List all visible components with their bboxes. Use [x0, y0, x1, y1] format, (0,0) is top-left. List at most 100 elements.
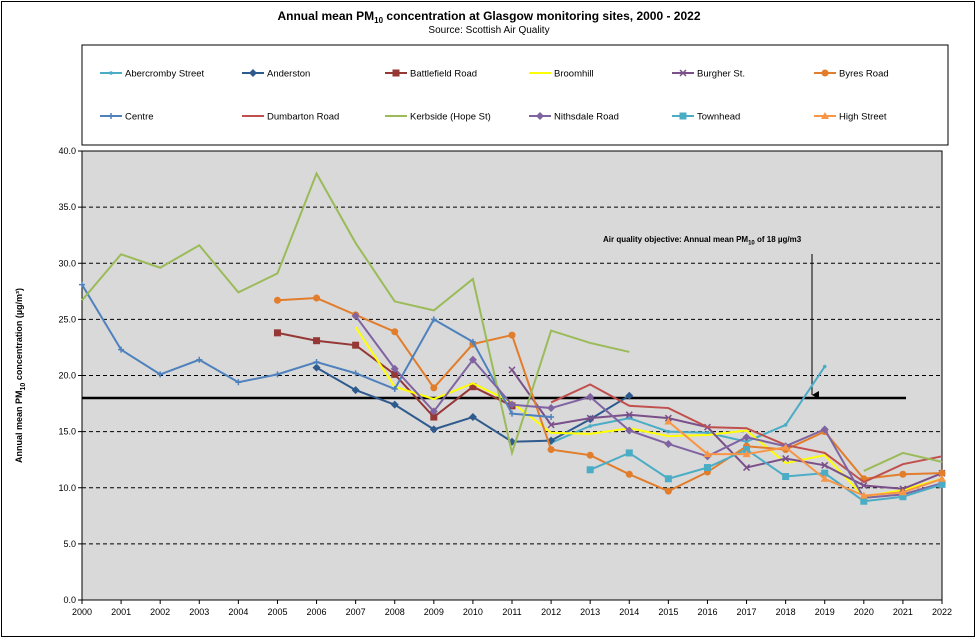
data-point [157, 371, 164, 378]
x-tick-label: 2012 [541, 607, 561, 617]
data-point [313, 337, 321, 345]
series-abercromby-street [549, 364, 827, 445]
x-tick-label: 2019 [815, 607, 835, 617]
data-point [391, 328, 399, 336]
series-line [863, 451, 943, 472]
legend-item: High Street [814, 112, 887, 123]
data-point [860, 497, 868, 505]
legend: Abercromby Street Anderston Battlefield Ro… [100, 69, 889, 123]
x-tick-label: 2009 [424, 607, 444, 617]
data-point [429, 407, 438, 416]
objective-annotation: Air quality objective: Annual mean PM10 … [603, 235, 802, 247]
x-tick-label: 2022 [932, 607, 952, 617]
legend-item: Townhead [672, 112, 740, 123]
data-point [586, 451, 594, 459]
series-line [81, 171, 630, 457]
y-tick-label: 10.0 [58, 483, 76, 493]
x-tick-label: 2016 [697, 607, 717, 617]
data-point [235, 379, 242, 386]
data-point [391, 370, 399, 378]
series-line [667, 420, 943, 497]
legend-box [81, 44, 949, 146]
data-point [627, 416, 632, 420]
data-point [468, 355, 477, 364]
y-tick-label: 30.0 [58, 258, 76, 268]
data-point [703, 450, 712, 458]
x-tick-label: 2004 [228, 607, 248, 617]
x-tick-label: 2003 [189, 607, 209, 617]
data-point [508, 366, 516, 374]
y-axis: 0.0 5.0 10.0 15.0 20.0 25.0 30.0 35.0 40.0 [58, 146, 82, 605]
x-tick-label: 2008 [385, 607, 405, 617]
series-line [589, 448, 943, 503]
data-point [468, 413, 477, 422]
data-point [430, 413, 438, 421]
series-centre [79, 281, 555, 421]
data-point [859, 491, 868, 499]
data-point [249, 69, 257, 77]
series-kerbside-hope-st [81, 171, 943, 472]
data-point [625, 449, 633, 457]
legend-label: Battlefield Road [410, 69, 477, 80]
legend-label: Townhead [697, 112, 740, 123]
data-point [820, 474, 829, 482]
data-point [625, 411, 633, 419]
data-point [391, 385, 398, 392]
series-high-street [664, 417, 946, 499]
data-point [469, 338, 476, 345]
series-anderston [312, 363, 634, 446]
legend-label: Kerbside (Hope St) [410, 112, 491, 123]
data-point [666, 429, 671, 434]
y-tick-label: 25.0 [58, 314, 76, 324]
y-tick-label: 0.0 [63, 595, 76, 605]
data-point [547, 404, 556, 413]
data-point [312, 363, 321, 372]
x-tick-label: 2017 [737, 607, 757, 617]
x-tick-label: 2018 [776, 607, 796, 617]
data-point [274, 371, 281, 378]
series-line [354, 315, 943, 499]
data-point [781, 443, 790, 451]
data-point [547, 446, 555, 454]
data-point [938, 480, 946, 488]
data-point [664, 417, 673, 425]
data-point [547, 421, 555, 429]
y-tick-label: 15.0 [58, 427, 76, 437]
legend-label: High Street [839, 112, 887, 123]
legend-label: Abercromby Street [125, 69, 205, 80]
data-point [679, 112, 687, 120]
chart-subtitle: Source: Scottish Air Quality [428, 25, 549, 36]
data-point [625, 426, 634, 435]
data-point [588, 424, 592, 428]
x-tick-label: 2021 [893, 607, 913, 617]
data-point [664, 439, 673, 448]
y-tick-label: 40.0 [58, 146, 76, 156]
x-tick-label: 2010 [463, 607, 483, 617]
data-point [742, 433, 751, 442]
data-point [586, 392, 595, 401]
x-tick-label: 2011 [502, 607, 521, 617]
data-point [548, 414, 555, 421]
data-point [821, 469, 829, 477]
legend-item: Nithsdale Road [529, 112, 619, 123]
data-point [822, 364, 827, 369]
data-point [860, 481, 868, 490]
data-point [898, 488, 907, 496]
data-point [821, 69, 829, 77]
data-point [782, 473, 790, 481]
legend-item: Centre [100, 112, 154, 123]
data-point [392, 69, 400, 77]
data-point [273, 296, 281, 304]
data-point [313, 359, 320, 366]
series-townhead [586, 446, 946, 505]
x-tick-label: 2002 [150, 607, 170, 617]
data-point [536, 112, 544, 120]
data-point [508, 331, 516, 339]
data-point [390, 364, 399, 373]
data-point [351, 386, 360, 395]
x-tick-label: 2013 [580, 607, 600, 617]
data-point [899, 493, 907, 501]
data-point [820, 425, 829, 434]
legend-label: Anderston [267, 69, 310, 80]
data-point [705, 430, 710, 435]
